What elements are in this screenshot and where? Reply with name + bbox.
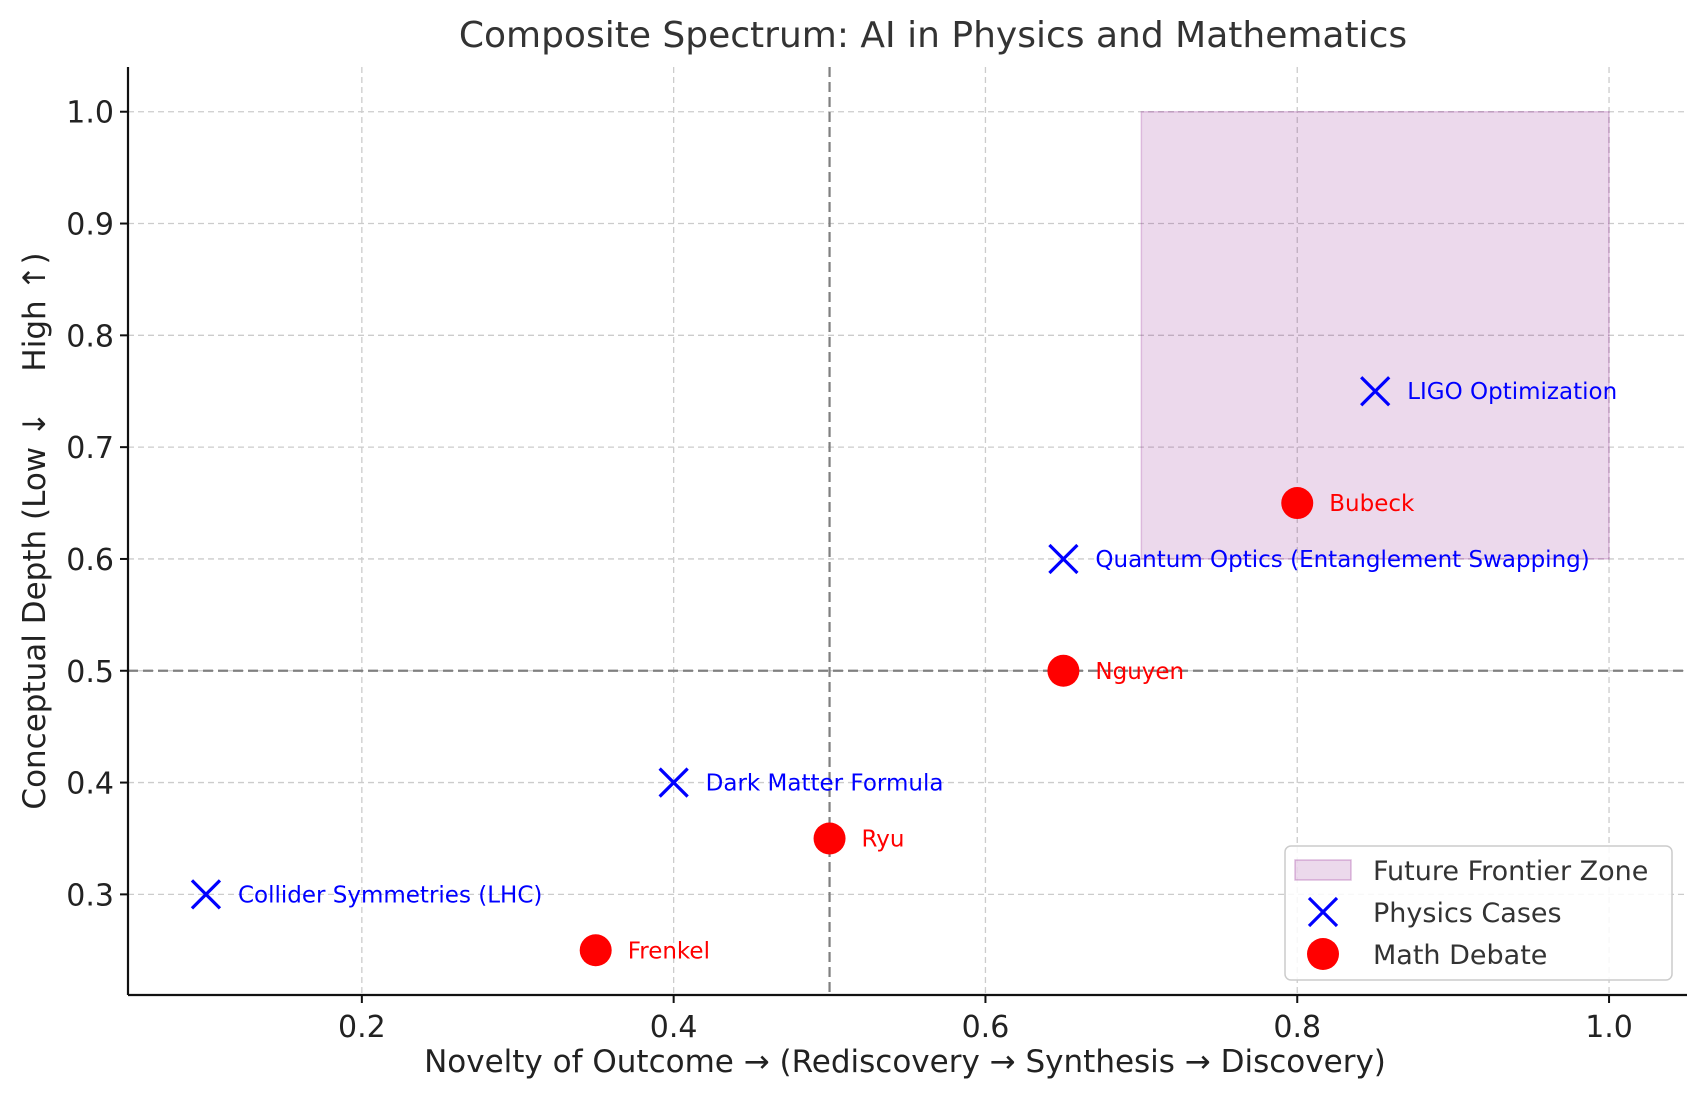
y-axis-label: Conceptual Depth (Low ↓ High ↑) bbox=[17, 252, 53, 809]
physics-point-label: LIGO Optimization bbox=[1407, 379, 1617, 405]
physics-point-marker bbox=[1360, 376, 1391, 407]
y-tick-label: 0.3 bbox=[66, 878, 114, 913]
chart-title: Composite Spectrum: AI in Physics and Ma… bbox=[459, 15, 1407, 56]
legend-box bbox=[1284, 845, 1673, 981]
math-point-label: Nguyen bbox=[1095, 659, 1184, 685]
x-tick-label: 1.0 bbox=[1585, 1010, 1633, 1045]
physics-point-label: Quantum Optics (Entanglement Swapping) bbox=[1095, 547, 1589, 573]
legend-label: Math Debate bbox=[1373, 940, 1547, 971]
physics-point-label: Dark Matter Formula bbox=[706, 771, 944, 797]
legend: Future Frontier Zone Physics Cases Math De… bbox=[1284, 845, 1673, 981]
physics-point-marker bbox=[190, 879, 222, 910]
legend-label: Future Frontier Zone bbox=[1373, 856, 1648, 887]
physics-point-marker bbox=[658, 767, 689, 798]
physics-point-marker bbox=[1048, 543, 1079, 575]
x-tick-label: 0.8 bbox=[1273, 1010, 1321, 1045]
x-tick-label: 0.4 bbox=[650, 1010, 698, 1045]
data-points bbox=[190, 376, 1391, 967]
math-point-label: Frenkel bbox=[628, 938, 710, 964]
grid-lines bbox=[128, 67, 1687, 995]
frontier-region-layer bbox=[1140, 110, 1610, 560]
legend-math-marker bbox=[1307, 938, 1339, 970]
x-marker-stroke bbox=[658, 767, 689, 798]
math-point-label: Bubeck bbox=[1329, 491, 1415, 517]
math-point-marker bbox=[1281, 487, 1314, 520]
future-frontier-zone bbox=[1140, 110, 1610, 560]
legend-physics-marker bbox=[1307, 896, 1339, 928]
x-marker-stroke bbox=[1048, 543, 1079, 575]
tick-labels: 0.2 0.4 0.6 0.8 1.0 0.3 0.4 0.5 0.6 0.7 0.8 0.9 1.0 bbox=[66, 96, 1633, 1045]
math-point-marker bbox=[1047, 654, 1080, 687]
math-point-label: Ryu bbox=[862, 826, 905, 852]
x-marker-stroke bbox=[1307, 896, 1339, 928]
legend-frontier-swatch bbox=[1294, 859, 1352, 881]
x-marker-stroke bbox=[190, 879, 222, 910]
math-point-marker bbox=[813, 822, 846, 855]
axes bbox=[126, 67, 1687, 997]
math-point-marker bbox=[579, 934, 612, 967]
y-tick-label: 0.9 bbox=[66, 208, 114, 243]
y-tick-label: 0.5 bbox=[66, 655, 114, 690]
legend-label: Physics Cases bbox=[1373, 898, 1562, 929]
x-marker-stroke bbox=[1360, 376, 1391, 407]
y-tick-label: 0.4 bbox=[66, 767, 114, 802]
y-tick-label: 0.6 bbox=[66, 543, 114, 578]
physics-point-label: Collider Symmetries (LHC) bbox=[238, 882, 542, 908]
point-labels: Collider Symmetries (LHC) Dark Matter For… bbox=[238, 379, 1617, 964]
y-tick-label: 0.7 bbox=[66, 431, 114, 466]
y-tick-label: 0.8 bbox=[66, 319, 114, 354]
x-tick-label: 0.2 bbox=[338, 1010, 386, 1045]
y-tick-label: 1.0 bbox=[66, 96, 114, 131]
x-axis-label: Novelty of Outcome → (Rediscovery → Synt… bbox=[424, 1044, 1386, 1080]
x-tick-label: 0.6 bbox=[962, 1010, 1010, 1045]
